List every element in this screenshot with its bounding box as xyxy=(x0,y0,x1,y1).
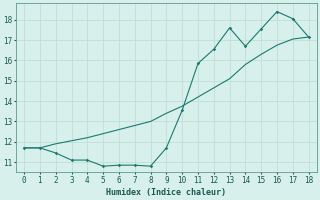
X-axis label: Humidex (Indice chaleur): Humidex (Indice chaleur) xyxy=(106,188,226,197)
